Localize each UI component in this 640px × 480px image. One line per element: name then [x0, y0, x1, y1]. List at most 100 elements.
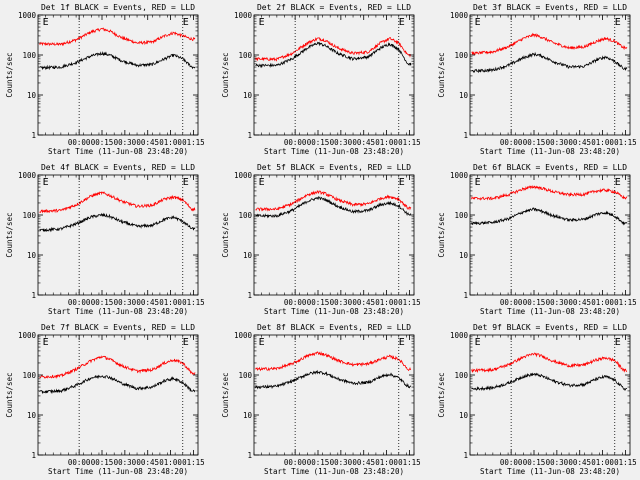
- y-tick-label: 10: [243, 411, 253, 420]
- y-tick-label: 10: [27, 411, 37, 420]
- panel-title: Det 5f BLACK = Events, RED = LLD: [257, 163, 411, 172]
- x-tick-label: 00:45: [568, 458, 591, 467]
- x-tick-label: 01:15: [182, 458, 205, 467]
- event-marker-label: E: [399, 337, 405, 348]
- x-tick-label: 00:15: [307, 138, 330, 147]
- panel-det-3: Det 3f BLACK = Events, RED = LLD E E 1 10 100…: [437, 3, 637, 156]
- event-marker-label: E: [475, 17, 481, 28]
- x-tick-label: 00:15: [307, 298, 330, 307]
- panel-det-1: Det 1f BLACK = Events, RED = LLD E E 1 10 100…: [5, 3, 205, 156]
- y-tick-label: 100: [22, 211, 36, 220]
- y-axis-label: Counts/sec: [221, 372, 230, 417]
- series-line-red: [255, 190, 412, 212]
- x-tick-label: 00:15: [91, 458, 114, 467]
- x-tick-label: 01:00: [375, 458, 398, 467]
- x-axis-label: Start Time (11-Jun-08 23:48:20): [48, 147, 188, 156]
- panel-title: Det 2f BLACK = Events, RED = LLD: [257, 3, 411, 12]
- plot-frame: [469, 14, 631, 136]
- x-tick-label: 00:45: [568, 298, 591, 307]
- x-tick-label: 01:15: [614, 458, 637, 467]
- x-tick-label: 01:00: [591, 458, 614, 467]
- panel-title: Det 4f BLACK = Events, RED = LLD: [41, 163, 195, 172]
- x-tick-label: 00:45: [352, 458, 375, 467]
- x-tick-label: 01:15: [182, 138, 205, 147]
- x-tick-label: 00:45: [136, 458, 159, 467]
- x-tick-label: 00:30: [330, 458, 353, 467]
- series-line-black: [39, 212, 196, 233]
- y-axis-label: Counts/sec: [5, 212, 14, 257]
- series-line-black: [255, 41, 412, 69]
- x-tick-label: 01:15: [398, 458, 421, 467]
- y-tick-label: 100: [454, 211, 468, 220]
- y-tick-label: 100: [22, 51, 36, 60]
- y-tick-label: 1: [247, 291, 252, 300]
- x-tick-label: 00:30: [546, 458, 569, 467]
- event-marker-label: E: [259, 177, 265, 188]
- y-tick-label: 1: [247, 451, 252, 460]
- y-axis-label: Counts/sec: [221, 212, 230, 257]
- x-tick-label: 01:00: [375, 138, 398, 147]
- x-tick-label: 01:00: [159, 298, 182, 307]
- panel-title: Det 3f BLACK = Events, RED = LLD: [473, 3, 627, 12]
- x-tick-label: 00:30: [114, 138, 137, 147]
- y-axis-label: Counts/sec: [437, 212, 446, 257]
- x-tick-label: 01:00: [375, 298, 398, 307]
- y-tick-label: 100: [22, 371, 36, 380]
- x-tick-label: 00:15: [523, 458, 546, 467]
- x-axis-label: Start Time (11-Jun-08 23:48:20): [264, 307, 404, 316]
- x-tick-label: 00:30: [114, 298, 137, 307]
- event-marker-label: E: [615, 17, 621, 28]
- x-tick-label: 00:15: [91, 298, 114, 307]
- series-line-red: [471, 184, 628, 201]
- series-line-black: [39, 374, 196, 395]
- x-tick-label: 00:45: [352, 138, 375, 147]
- series-line-red: [255, 351, 412, 372]
- x-tick-label: 00:15: [523, 138, 546, 147]
- y-tick-label: 1000: [234, 171, 253, 180]
- x-tick-label: 01:15: [614, 138, 637, 147]
- panel-det-5: Det 5f BLACK = Events, RED = LLD E E 1 10 100…: [221, 163, 421, 316]
- x-tick-label: 00:45: [136, 298, 159, 307]
- x-tick-label: 00:45: [136, 138, 159, 147]
- panel-det-6: Det 6f BLACK = Events, RED = LLD E E 1 10 100…: [437, 163, 637, 316]
- x-tick-label: 00:30: [330, 298, 353, 307]
- y-axis-label: Counts/sec: [437, 52, 446, 97]
- panel-title: Det 6f BLACK = Events, RED = LLD: [473, 163, 627, 172]
- series-line-red: [39, 191, 196, 214]
- y-tick-label: 1000: [234, 11, 253, 20]
- y-tick-label: 10: [27, 91, 37, 100]
- y-tick-label: 1000: [18, 331, 37, 340]
- y-tick-label: 1000: [450, 171, 469, 180]
- event-marker-label: E: [183, 17, 189, 28]
- x-axis-label: Start Time (11-Jun-08 23:48:20): [480, 467, 620, 476]
- panel-title: Det 1f BLACK = Events, RED = LLD: [41, 3, 195, 12]
- x-tick-label: 01:00: [591, 138, 614, 147]
- y-tick-label: 100: [454, 371, 468, 380]
- series-line-black: [39, 51, 196, 71]
- x-tick-label: 00:00: [68, 458, 91, 467]
- panel-title: Det 7f BLACK = Events, RED = LLD: [41, 323, 195, 332]
- series-line-black: [255, 196, 412, 219]
- panel-det-9: Det 9f BLACK = Events, RED = LLD E E 1 10 100…: [437, 323, 637, 476]
- x-axis-label: Start Time (11-Jun-08 23:48:20): [48, 467, 188, 476]
- y-tick-label: 1: [31, 131, 36, 140]
- x-tick-label: 00:15: [307, 458, 330, 467]
- event-marker-label: E: [615, 337, 621, 348]
- series-line-red: [255, 36, 412, 62]
- x-tick-label: 00:30: [114, 458, 137, 467]
- event-marker-label: E: [43, 17, 49, 28]
- panel-det-7: Det 7f BLACK = Events, RED = LLD E E 1 10 100…: [5, 323, 205, 476]
- y-tick-label: 100: [238, 211, 252, 220]
- y-tick-label: 10: [459, 251, 469, 260]
- series-line-red: [39, 27, 196, 47]
- event-marker-label: E: [183, 337, 189, 348]
- x-tick-label: 00:30: [330, 138, 353, 147]
- y-tick-label: 1000: [450, 331, 469, 340]
- y-tick-label: 100: [454, 51, 468, 60]
- y-tick-label: 1000: [450, 11, 469, 20]
- x-tick-label: 00:45: [352, 298, 375, 307]
- x-tick-label: 00:00: [68, 298, 91, 307]
- x-tick-label: 01:15: [398, 138, 421, 147]
- y-tick-label: 1: [247, 131, 252, 140]
